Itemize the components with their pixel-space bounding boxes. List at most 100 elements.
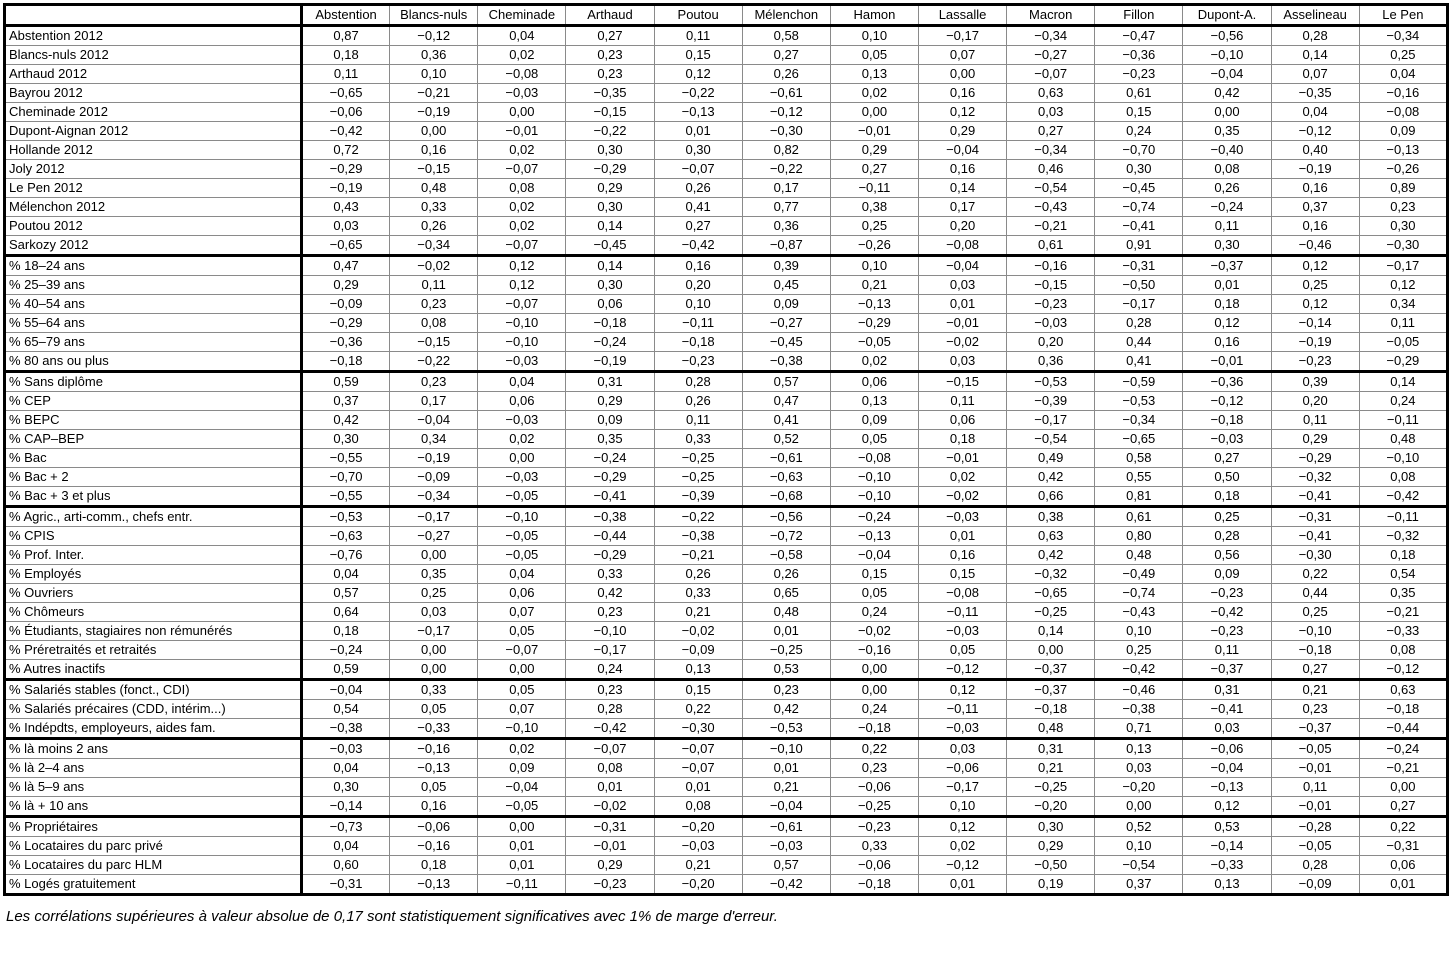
cell: 0,02 bbox=[917, 836, 1008, 856]
cell: −0,56 bbox=[1182, 25, 1272, 46]
cell: −0,17 bbox=[565, 640, 655, 660]
cell: −0,20 bbox=[1094, 777, 1184, 797]
cell: 0,23 bbox=[1270, 699, 1360, 719]
cell: −0,23 bbox=[565, 874, 655, 896]
cell: 0,21 bbox=[653, 602, 743, 622]
cell: 0,18 bbox=[300, 45, 391, 65]
cell: −0,15 bbox=[1006, 275, 1096, 295]
cell: 0,11 bbox=[1182, 216, 1272, 236]
cell: 0,28 bbox=[1270, 855, 1360, 875]
row-label: % Agric., arti-comm., chefs entr. bbox=[4, 506, 303, 527]
cell: 0,03 bbox=[1006, 102, 1096, 122]
cell: 0,02 bbox=[477, 429, 567, 449]
cell: 0,01 bbox=[917, 526, 1008, 546]
cell: −0,25 bbox=[653, 467, 743, 487]
row-label: % Bac + 2 bbox=[4, 467, 303, 487]
cell: 0,24 bbox=[565, 659, 655, 681]
cell: 0,16 bbox=[389, 796, 479, 818]
cell: −0,38 bbox=[1094, 699, 1184, 719]
cell: 0,14 bbox=[917, 178, 1008, 198]
table-row: % Logés gratuitement −0,31 −0,13 −0,11 −0,23… bbox=[4, 874, 1449, 896]
cell: 0,59 bbox=[300, 659, 391, 681]
cell: 0,26 bbox=[741, 64, 831, 84]
row-label: Sarkozy 2012 bbox=[4, 235, 303, 257]
cell: −0,44 bbox=[1358, 718, 1449, 740]
cell: 0,08 bbox=[389, 313, 479, 333]
cell: −0,22 bbox=[653, 83, 743, 103]
cell: −0,10 bbox=[477, 718, 567, 740]
cell: −0,63 bbox=[741, 467, 831, 487]
cell: −0,29 bbox=[829, 313, 919, 333]
cell: 0,91 bbox=[1094, 235, 1184, 257]
cell: 0,29 bbox=[917, 121, 1008, 141]
cell: 0,16 bbox=[1270, 178, 1360, 198]
cell: 0,38 bbox=[1006, 506, 1096, 527]
cell: −0,11 bbox=[917, 602, 1008, 622]
cell: −0,45 bbox=[1094, 178, 1184, 198]
cell: 0,77 bbox=[741, 197, 831, 217]
cell: 0,29 bbox=[1270, 429, 1360, 449]
cell: −0,17 bbox=[389, 621, 479, 641]
cell: −0,19 bbox=[389, 448, 479, 468]
cell: −0,37 bbox=[1006, 679, 1096, 700]
cell: −0,05 bbox=[1270, 836, 1360, 856]
cell: 0,00 bbox=[477, 102, 567, 122]
row-label: Hollande 2012 bbox=[4, 140, 303, 160]
cell: 0,35 bbox=[389, 564, 479, 584]
table-row: % là + 10 ans −0,14 0,16 −0,05 −0,02 0,08 −0,0… bbox=[4, 796, 1449, 818]
column-header: Arthaud bbox=[565, 4, 655, 27]
table-row: % Locataires du parc privé 0,04 −0,16 0,01−… bbox=[4, 836, 1449, 856]
cell: −0,12 bbox=[1358, 659, 1449, 681]
cell: −0,70 bbox=[1094, 140, 1184, 160]
cell: −0,01 bbox=[1182, 351, 1272, 373]
row-label: % Sans diplôme bbox=[4, 371, 303, 392]
cell: −0,36 bbox=[1182, 371, 1272, 392]
cell: −0,18 bbox=[1358, 699, 1449, 719]
corner-cell bbox=[4, 4, 303, 27]
cell: 0,27 bbox=[565, 25, 655, 46]
cell: −0,18 bbox=[1006, 699, 1096, 719]
cell: −0,47 bbox=[1094, 25, 1184, 46]
cell: −0,53 bbox=[1094, 391, 1184, 411]
cell: 0,17 bbox=[741, 178, 831, 198]
cell: 0,16 bbox=[917, 159, 1008, 179]
cell: 0,27 bbox=[1270, 659, 1360, 681]
row-label: % Locataires du parc HLM bbox=[4, 855, 303, 875]
cell: 0,57 bbox=[300, 583, 391, 603]
cell: 0,23 bbox=[829, 758, 919, 778]
cell: −0,35 bbox=[1270, 83, 1360, 103]
table-row: % Propriétaires −0,73 −0,06 0,00 −0,31 −0,20−… bbox=[4, 816, 1449, 837]
cell: −0,02 bbox=[917, 332, 1008, 352]
cell: −0,43 bbox=[1006, 197, 1096, 217]
cell: −0,24 bbox=[829, 506, 919, 527]
cell: −0,13 bbox=[389, 758, 479, 778]
table-row: Cheminade 2012 −0,06 −0,19 0,00 −0,15 −0,13 −0… bbox=[4, 102, 1449, 122]
cell: 0,65 bbox=[741, 583, 831, 603]
cell: 0,34 bbox=[1358, 294, 1449, 314]
table-row: % Agric., arti-comm., chefs entr. −0,53 −0… bbox=[4, 506, 1449, 527]
cell: 0,24 bbox=[829, 699, 919, 719]
cell: 0,01 bbox=[917, 294, 1008, 314]
cell: 0,35 bbox=[565, 429, 655, 449]
cell: −0,25 bbox=[1006, 602, 1096, 622]
row-label: Cheminade 2012 bbox=[4, 102, 303, 122]
cell: −0,07 bbox=[477, 159, 567, 179]
table-row: Bayrou 2012 −0,65 −0,21 −0,03 −0,35 −0,22 −0,6… bbox=[4, 83, 1449, 103]
cell: 0,24 bbox=[1094, 121, 1184, 141]
cell: 0,64 bbox=[300, 602, 391, 622]
cell: −0,03 bbox=[477, 467, 567, 487]
cell: 0,30 bbox=[653, 140, 743, 160]
cell: −0,39 bbox=[653, 486, 743, 508]
header-row: Abstention Blancs-nuls Cheminade Arthaud Pou… bbox=[4, 4, 1449, 27]
cell: 0,00 bbox=[389, 121, 479, 141]
cell: 0,63 bbox=[1006, 83, 1096, 103]
column-header: Fillon bbox=[1094, 4, 1184, 27]
column-header: Blancs-nuls bbox=[389, 4, 479, 27]
cell: 0,21 bbox=[653, 855, 743, 875]
cell: 0,20 bbox=[1006, 332, 1096, 352]
cell: −0,22 bbox=[653, 506, 743, 527]
table-row: % Bac −0,55 −0,19 0,00 −0,24 −0,25 −0,61 −0,08−… bbox=[4, 448, 1449, 468]
table-row: % Chômeurs 0,64 0,03 0,07 0,23 0,21 0,48 0,24 −0… bbox=[4, 602, 1449, 622]
cell: 0,16 bbox=[389, 140, 479, 160]
cell: 0,22 bbox=[653, 699, 743, 719]
